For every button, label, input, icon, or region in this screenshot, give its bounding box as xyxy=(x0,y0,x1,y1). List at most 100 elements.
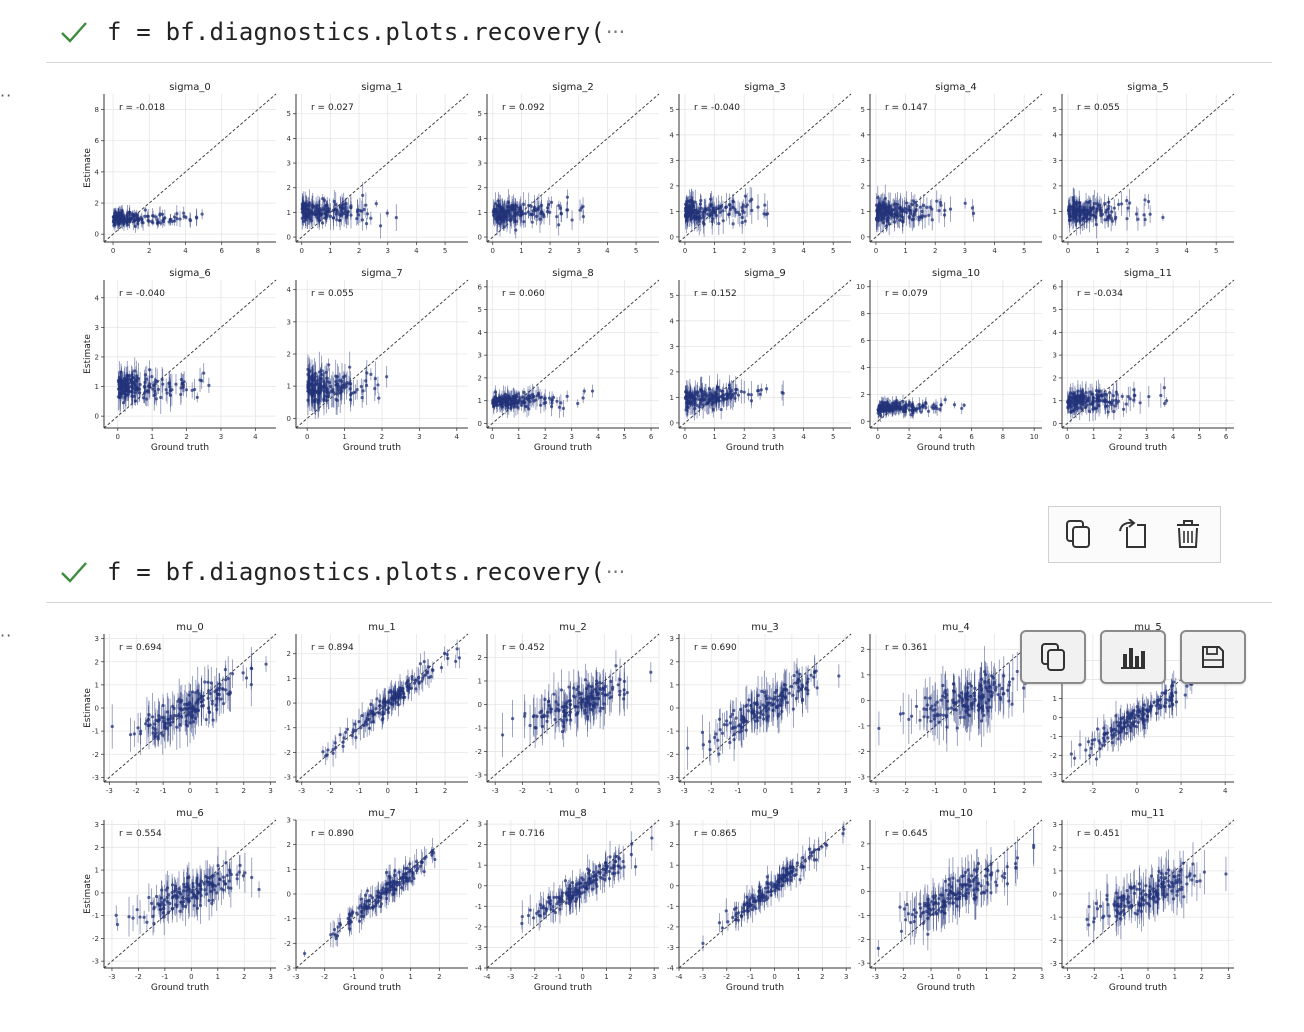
correlation-label: r = 0.147 xyxy=(885,103,928,113)
x-tick-label: 1 xyxy=(342,433,346,441)
data-point xyxy=(733,396,737,400)
data-point xyxy=(143,208,147,212)
data-point xyxy=(1125,199,1129,203)
x-tick-label: 1 xyxy=(903,247,907,255)
y-tick-label: 3 xyxy=(95,324,99,332)
recovery-panel-sigma_7: sigma_7 0 1 2 3 4 0 1 2 3 4 r = 0.055 Ground truth xyxy=(287,268,469,453)
data-point xyxy=(1107,200,1111,204)
data-point xyxy=(349,206,353,210)
x-tick-label: 3 xyxy=(1144,433,1148,441)
data-point xyxy=(697,217,701,221)
data-point xyxy=(394,215,398,220)
data-point xyxy=(715,206,719,210)
data-point xyxy=(369,216,373,220)
data-point xyxy=(348,365,352,369)
data-point xyxy=(376,383,380,387)
data-point xyxy=(402,695,406,699)
data-point xyxy=(207,689,211,693)
y-tick-label: 2 xyxy=(861,391,865,399)
y-tick-label: 6 xyxy=(95,137,100,145)
data-point xyxy=(325,380,329,384)
x-tick-label: 1 xyxy=(1092,433,1096,441)
data-point xyxy=(146,390,150,394)
data-point xyxy=(735,387,739,392)
data-point xyxy=(161,218,165,223)
output-menu-button[interactable]: ·· xyxy=(0,626,13,645)
y-tick-label: 6 xyxy=(478,283,483,291)
data-point xyxy=(143,380,147,384)
data-point xyxy=(320,372,324,377)
data-point xyxy=(526,397,530,401)
data-point xyxy=(110,724,114,729)
data-point xyxy=(727,383,732,387)
data-point xyxy=(361,389,365,393)
data-point xyxy=(721,219,725,223)
y-tick-label: 0 xyxy=(1053,420,1057,428)
data-point xyxy=(906,403,911,407)
data-point xyxy=(145,719,149,723)
y-tick-label: 6 xyxy=(861,337,866,345)
data-point xyxy=(962,403,966,407)
copy-cell-button[interactable] xyxy=(1061,517,1095,551)
data-point xyxy=(338,206,343,210)
data-point xyxy=(179,708,183,712)
data-point xyxy=(156,387,161,392)
data-point xyxy=(719,407,723,412)
data-point xyxy=(879,413,883,418)
data-point xyxy=(701,213,705,217)
expand-code-button[interactable]: ··· xyxy=(606,20,626,44)
delete-cell-button[interactable] xyxy=(1171,517,1205,551)
y-tick-label: 2 xyxy=(287,184,291,192)
x-tick-label: 4 xyxy=(455,433,460,441)
x-axis-label: Ground truth xyxy=(1109,443,1167,453)
data-point xyxy=(522,401,527,405)
data-point xyxy=(882,206,886,211)
y-tick-label: -2 xyxy=(284,749,291,757)
data-point xyxy=(683,215,688,219)
data-point xyxy=(364,203,368,207)
data-point xyxy=(171,704,175,709)
data-point xyxy=(177,697,181,701)
data-point xyxy=(203,680,207,684)
data-point xyxy=(375,697,379,701)
x-tick-label: 0 xyxy=(683,433,687,441)
data-point xyxy=(498,221,502,226)
expand-code-button[interactable]: ··· xyxy=(606,560,626,584)
data-point xyxy=(756,389,760,393)
data-point xyxy=(692,208,696,213)
data-point xyxy=(1074,210,1078,215)
data-point xyxy=(561,406,566,411)
data-point xyxy=(325,203,329,207)
y-tick-label: 0 xyxy=(287,700,291,708)
data-point xyxy=(422,660,426,664)
y-tick-label: 5 xyxy=(478,306,482,314)
data-point xyxy=(144,722,148,726)
x-tick-label: 2 xyxy=(184,433,188,441)
data-point xyxy=(338,218,342,223)
data-point xyxy=(911,217,915,221)
data-point xyxy=(264,662,268,666)
y-tick-label: 4 xyxy=(1053,329,1058,337)
data-point xyxy=(182,211,186,215)
y-tick-label: 3 xyxy=(287,160,291,168)
x-tick-label: 2 xyxy=(1125,247,1129,255)
data-point xyxy=(159,221,163,225)
x-tick-label: 1 xyxy=(712,247,716,255)
data-point xyxy=(902,209,906,213)
y-tick-label: 4 xyxy=(287,286,292,294)
x-tick-label: -2 xyxy=(327,787,334,795)
data-point xyxy=(1106,410,1110,414)
recovery-panel-sigma_9: sigma_9 0 1 2 3 4 5 0 1 2 3 4 5 r = 0.152 Ground truth xyxy=(670,268,852,453)
x-tick-label: 2 xyxy=(357,247,361,255)
correlation-label: r = -0.018 xyxy=(119,103,165,113)
export-cell-button[interactable] xyxy=(1115,517,1149,551)
output-menu-button[interactable]: ·· xyxy=(0,86,13,105)
cell-toolbar xyxy=(1048,506,1221,563)
data-point xyxy=(907,204,911,209)
y-tick-label: 2 xyxy=(670,368,674,376)
data-point xyxy=(531,394,535,398)
panel-title: sigma_2 xyxy=(552,82,594,93)
cell-code-line[interactable]: f = bf.diagnostics.plots.recovery( xyxy=(107,18,606,46)
data-point xyxy=(324,398,328,402)
cell-code-line[interactable]: f = bf.diagnostics.plots.recovery( xyxy=(107,558,606,586)
